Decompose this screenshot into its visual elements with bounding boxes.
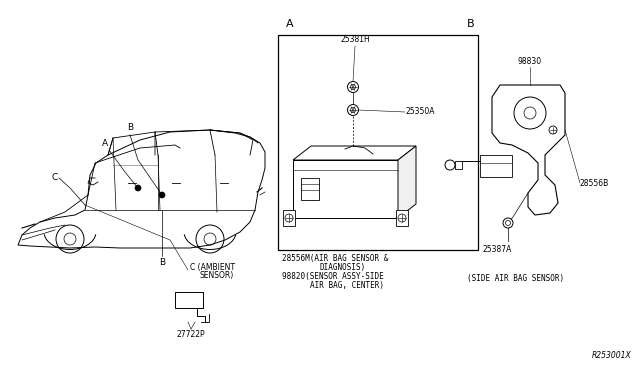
Text: 27722P: 27722P	[177, 330, 205, 339]
Text: B: B	[127, 123, 133, 132]
Polygon shape	[293, 146, 416, 160]
Text: R253001X: R253001X	[592, 351, 632, 360]
Text: B: B	[159, 258, 165, 267]
Text: C: C	[52, 173, 58, 183]
Circle shape	[348, 81, 358, 93]
Polygon shape	[398, 146, 416, 218]
Bar	[301, 178, 319, 200]
Text: 98820(SENSOR ASSY-SIDE: 98820(SENSOR ASSY-SIDE	[282, 272, 384, 281]
Circle shape	[135, 185, 141, 191]
Text: 28556M(AIR BAG SENSOR &: 28556M(AIR BAG SENSOR &	[282, 254, 388, 263]
Bar	[396, 210, 408, 226]
Text: B: B	[467, 19, 475, 29]
Text: 25350A: 25350A	[405, 108, 435, 116]
Circle shape	[348, 105, 358, 115]
Bar	[278, 35, 478, 250]
Text: C (AMBIENT: C (AMBIENT	[190, 263, 235, 272]
Text: SENSOR): SENSOR)	[200, 271, 234, 280]
Text: 28556B: 28556B	[580, 179, 609, 187]
Text: 25381H: 25381H	[340, 35, 370, 44]
Bar	[283, 210, 295, 226]
Circle shape	[159, 192, 165, 198]
Text: AIR BAG, CENTER): AIR BAG, CENTER)	[310, 281, 384, 290]
Text: A: A	[102, 139, 108, 148]
Bar	[293, 160, 398, 218]
Text: (SIDE AIR BAG SENSOR): (SIDE AIR BAG SENSOR)	[467, 274, 564, 283]
Text: DIAGNOSIS): DIAGNOSIS)	[320, 263, 366, 272]
Text: 98830: 98830	[518, 57, 542, 66]
Bar	[480, 155, 512, 177]
Bar	[175, 292, 203, 308]
Text: 25387A: 25387A	[483, 245, 512, 254]
Circle shape	[503, 218, 513, 228]
Text: A: A	[286, 19, 294, 29]
